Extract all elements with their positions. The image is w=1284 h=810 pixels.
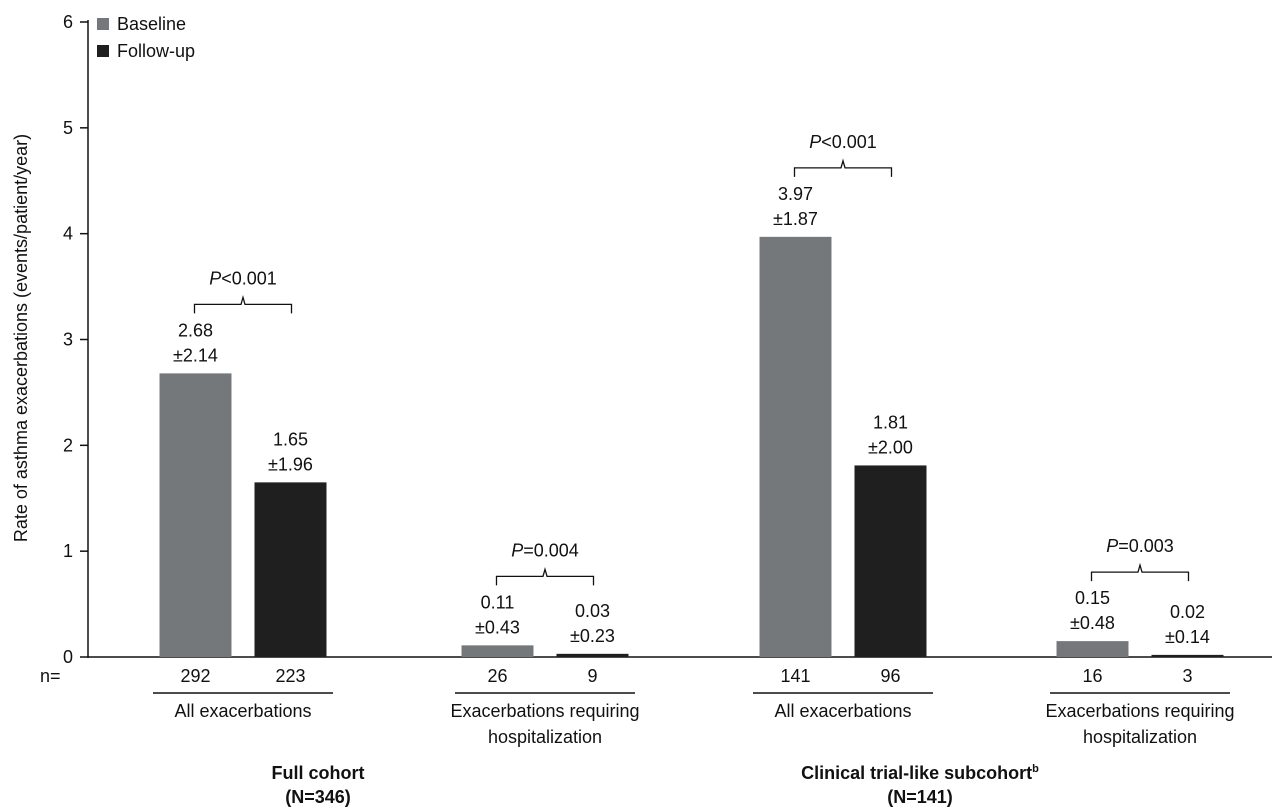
bar-value-label: 2.68 — [178, 320, 213, 340]
n-value: 141 — [780, 666, 810, 686]
n-value: 9 — [587, 666, 597, 686]
bar-sd-label: ±0.43 — [475, 617, 520, 637]
bar-sd-label: ±0.48 — [1070, 613, 1115, 633]
y-tick-label: 3 — [63, 330, 73, 350]
chart-marks: 2.68 ±2.14 292 1.65 ±1.96 223 All exacerbation… — [153, 132, 1235, 747]
bar-sd-label: ±1.96 — [268, 454, 313, 474]
legend-label-follow-up: Follow-up — [117, 41, 195, 61]
n-value: 3 — [1182, 666, 1192, 686]
p-value-number: =0.003 — [1118, 536, 1174, 556]
y-tick-label: 6 — [63, 12, 73, 32]
bar-group: 2.68 ±2.14 292 1.65 ±1.96 223 All exacerbation… — [153, 268, 333, 721]
cohort-title-subcohort: Clinical trial-like subcohortb — [801, 763, 1039, 783]
p-value-label: P=0.004 — [511, 540, 579, 560]
bar-group: 0.15 ±0.48 16 0.02 ±0.14 3 Exacerbations requi… — [1045, 536, 1234, 747]
legend-label-baseline: Baseline — [117, 14, 186, 34]
category-label: Exacerbations requiring — [1045, 701, 1234, 721]
p-value-label: P<0.001 — [809, 132, 877, 152]
bar-baseline — [159, 373, 232, 657]
cohort-titles: Full cohort (N=346) Clinical trial-like … — [272, 763, 1040, 807]
y-tick-label: 1 — [63, 541, 73, 561]
bar-follow-up — [556, 653, 629, 657]
p-value-label: P<0.001 — [209, 268, 277, 288]
cohort-title-full: Full cohort — [272, 763, 365, 783]
cohort-subtitle-full: (N=346) — [285, 787, 351, 807]
n-value: 223 — [275, 666, 305, 686]
p-value-symbol: P — [1106, 536, 1118, 556]
n-value: 292 — [180, 666, 210, 686]
legend: Baseline Follow-up — [97, 14, 195, 61]
legend-swatch-follow-up — [97, 45, 109, 57]
bar-baseline — [759, 236, 832, 657]
significance-bracket — [793, 158, 893, 177]
category-label-line2: hospitalization — [1083, 727, 1197, 747]
y-ticks: 0 1 2 3 4 5 6 — [63, 12, 88, 667]
p-value-number: <0.001 — [221, 268, 277, 288]
p-value-number: <0.001 — [821, 132, 877, 152]
significance-bracket — [193, 295, 293, 314]
cohort-subtitle-subcohort: (N=141) — [887, 787, 953, 807]
n-value: 26 — [487, 666, 507, 686]
p-value-label: P=0.003 — [1106, 536, 1174, 556]
bar-value-label: 1.65 — [273, 429, 308, 449]
cohort-title-subcohort-sup: b — [1032, 763, 1039, 775]
significance-bracket — [495, 566, 595, 586]
bar-follow-up — [1151, 654, 1224, 657]
bar-value-label: 1.81 — [873, 412, 908, 432]
category-label-line2: hospitalization — [488, 727, 602, 747]
y-tick-label: 5 — [63, 118, 73, 138]
bar-follow-up — [854, 465, 927, 657]
n-row-label: n= — [40, 666, 61, 686]
bar-value-label: 0.03 — [575, 601, 610, 621]
n-value: 16 — [1082, 666, 1102, 686]
p-value-number: =0.004 — [523, 540, 579, 560]
bar-value-label: 0.02 — [1170, 602, 1205, 622]
bar-sd-label: ±2.14 — [173, 345, 218, 365]
y-axis-label: Rate of asthma exacerbations (events/pat… — [11, 134, 31, 542]
p-value-symbol: P — [809, 132, 821, 152]
legend-swatch-baseline — [97, 18, 109, 30]
bar-sd-label: ±0.23 — [570, 626, 615, 646]
bar-group: 3.97 ±1.87 141 1.81 ±2.00 96 All exacerbations… — [753, 132, 933, 721]
p-value-symbol: P — [511, 540, 523, 560]
bar-value-label: 3.97 — [778, 184, 813, 204]
significance-bracket — [1090, 562, 1190, 582]
bar-value-label: 0.11 — [481, 592, 515, 612]
bar-baseline — [461, 645, 534, 657]
y-tick-label: 2 — [63, 435, 73, 455]
bar-baseline — [1056, 641, 1129, 657]
bar-sd-label: ±2.00 — [868, 437, 913, 457]
y-tick-label: 0 — [63, 647, 73, 667]
cohort-title-subcohort-text: Clinical trial-like subcohort — [801, 763, 1032, 783]
bar-value-label: 0.15 — [1075, 588, 1110, 608]
category-label: All exacerbations — [774, 701, 911, 721]
category-label: All exacerbations — [174, 701, 311, 721]
category-label: Exacerbations requiring — [450, 701, 639, 721]
bar-group: 0.11 ±0.43 26 0.03 ±0.23 9 Exacerbations requi… — [450, 540, 639, 747]
bar-sd-label: ±1.87 — [773, 209, 818, 229]
bar-sd-label: ±0.14 — [1165, 627, 1210, 647]
bar-follow-up — [254, 482, 327, 657]
n-value: 96 — [880, 666, 900, 686]
y-tick-label: 4 — [63, 224, 73, 244]
p-value-symbol: P — [209, 268, 221, 288]
